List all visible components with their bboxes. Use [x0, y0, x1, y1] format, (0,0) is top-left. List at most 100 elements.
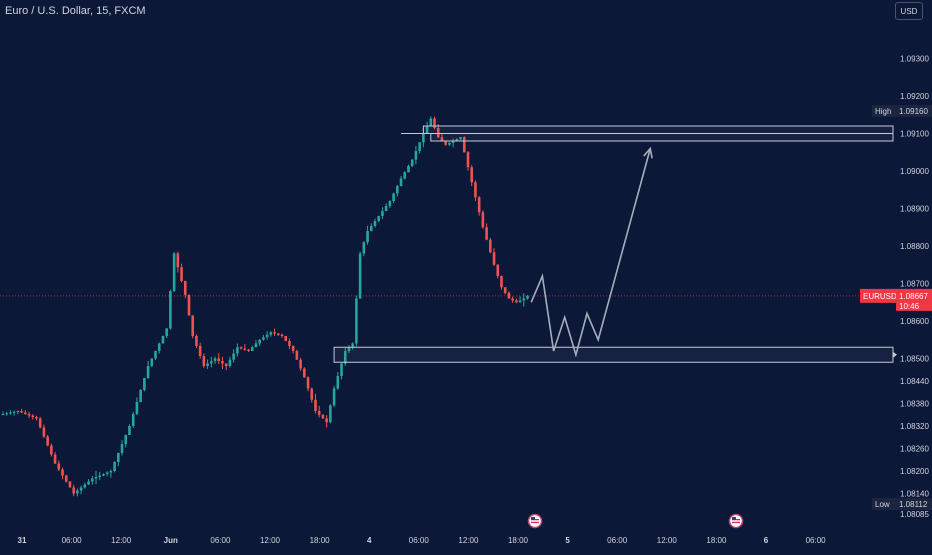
candle-body	[72, 487, 75, 494]
candle	[388, 200, 392, 209]
candle-body	[113, 462, 116, 471]
time-tick-label: 31	[18, 536, 27, 545]
flag-stripe	[531, 521, 539, 524]
candle-body	[213, 358, 217, 361]
candle	[429, 116, 433, 127]
candle-body	[384, 206, 388, 211]
candle	[117, 452, 120, 467]
candle	[1, 411, 5, 416]
candle-body	[448, 142, 451, 145]
candle	[213, 356, 217, 364]
candle-body	[392, 193, 395, 201]
currency-button[interactable]: USD	[895, 2, 923, 20]
candle-body	[515, 300, 518, 303]
candle-body	[511, 298, 514, 301]
candle-body	[433, 118, 436, 128]
candle-body	[61, 469, 64, 476]
candle-body	[150, 358, 154, 366]
candle-body	[258, 339, 261, 344]
zone-box	[422, 125, 894, 134]
candle-body	[187, 294, 191, 316]
candle	[180, 263, 183, 283]
time-tick-label: 18:00	[706, 536, 727, 545]
candle-body	[236, 347, 239, 354]
candle-body	[76, 490, 79, 494]
price-tick-label: 1.08500	[900, 355, 929, 364]
candle-body	[9, 412, 12, 414]
candle	[146, 360, 150, 379]
candle-body	[224, 363, 228, 366]
candle-body	[128, 426, 131, 435]
candle	[258, 339, 261, 347]
candle-body	[221, 361, 224, 364]
us-flag-icon[interactable]	[527, 513, 543, 529]
price-tick-label: 1.08900	[900, 205, 929, 214]
candle-body	[109, 471, 113, 473]
candle-body	[105, 472, 109, 474]
candle	[176, 251, 180, 273]
event-markers[interactable]	[527, 513, 744, 529]
candle-body	[250, 347, 254, 351]
us-flag-icon[interactable]	[728, 513, 744, 529]
candle-body	[176, 253, 180, 268]
candle	[143, 377, 146, 392]
high-badge-label: High	[875, 107, 891, 116]
candle	[128, 424, 131, 436]
candle	[470, 165, 474, 187]
candle-body	[436, 127, 440, 138]
candle-body	[336, 376, 340, 389]
candle-body	[507, 292, 511, 299]
candle	[295, 349, 299, 360]
candle	[522, 293, 526, 307]
candle	[221, 356, 224, 370]
candle	[310, 387, 314, 403]
candle	[109, 469, 113, 478]
candle	[183, 280, 187, 299]
candle	[90, 475, 94, 485]
price-tick-label: 1.08320	[900, 422, 929, 431]
candle-body	[206, 363, 209, 366]
price-tick-label: 1.08440	[900, 377, 929, 386]
candle-body	[366, 231, 369, 243]
candle	[507, 291, 511, 299]
candle	[451, 138, 455, 148]
candle	[332, 385, 336, 408]
candle-body	[254, 343, 258, 348]
candle-body	[284, 336, 288, 341]
candle	[381, 207, 384, 220]
candle-body	[172, 253, 176, 291]
candle	[485, 223, 488, 241]
time-axis[interactable]: 31 06:00 12:00 Jun 06:00 12:00 18:00 4 06:00 12:0…	[18, 536, 827, 545]
candle-body	[210, 361, 213, 364]
candle	[299, 357, 302, 371]
time-tick-label: 12:00	[260, 536, 281, 545]
candle-body	[496, 264, 500, 276]
candle-body	[24, 412, 27, 414]
candle	[340, 362, 343, 380]
candle	[276, 333, 280, 337]
price-tick-label: 1.09000	[900, 167, 929, 176]
candle	[139, 388, 142, 403]
candle-body	[269, 332, 273, 335]
candle	[526, 294, 529, 300]
candle-body	[217, 358, 221, 361]
candle-body	[500, 276, 503, 288]
price-axis[interactable]: 1.09300 1.09200 1.09100 1.09000 1.08900 1.088…	[900, 55, 929, 520]
candle-body	[414, 151, 418, 160]
candle-body	[518, 300, 522, 303]
candle	[418, 142, 421, 154]
candle-body	[477, 197, 481, 213]
candle	[433, 116, 436, 130]
candle	[20, 408, 23, 414]
time-tick-label: 06:00	[409, 536, 430, 545]
time-tick-label: 06:00	[210, 536, 231, 545]
candle	[195, 334, 198, 349]
candle	[53, 452, 57, 465]
zone-box	[430, 133, 894, 142]
candle-body	[143, 378, 146, 390]
candle-body	[83, 484, 87, 488]
candle	[403, 171, 407, 180]
